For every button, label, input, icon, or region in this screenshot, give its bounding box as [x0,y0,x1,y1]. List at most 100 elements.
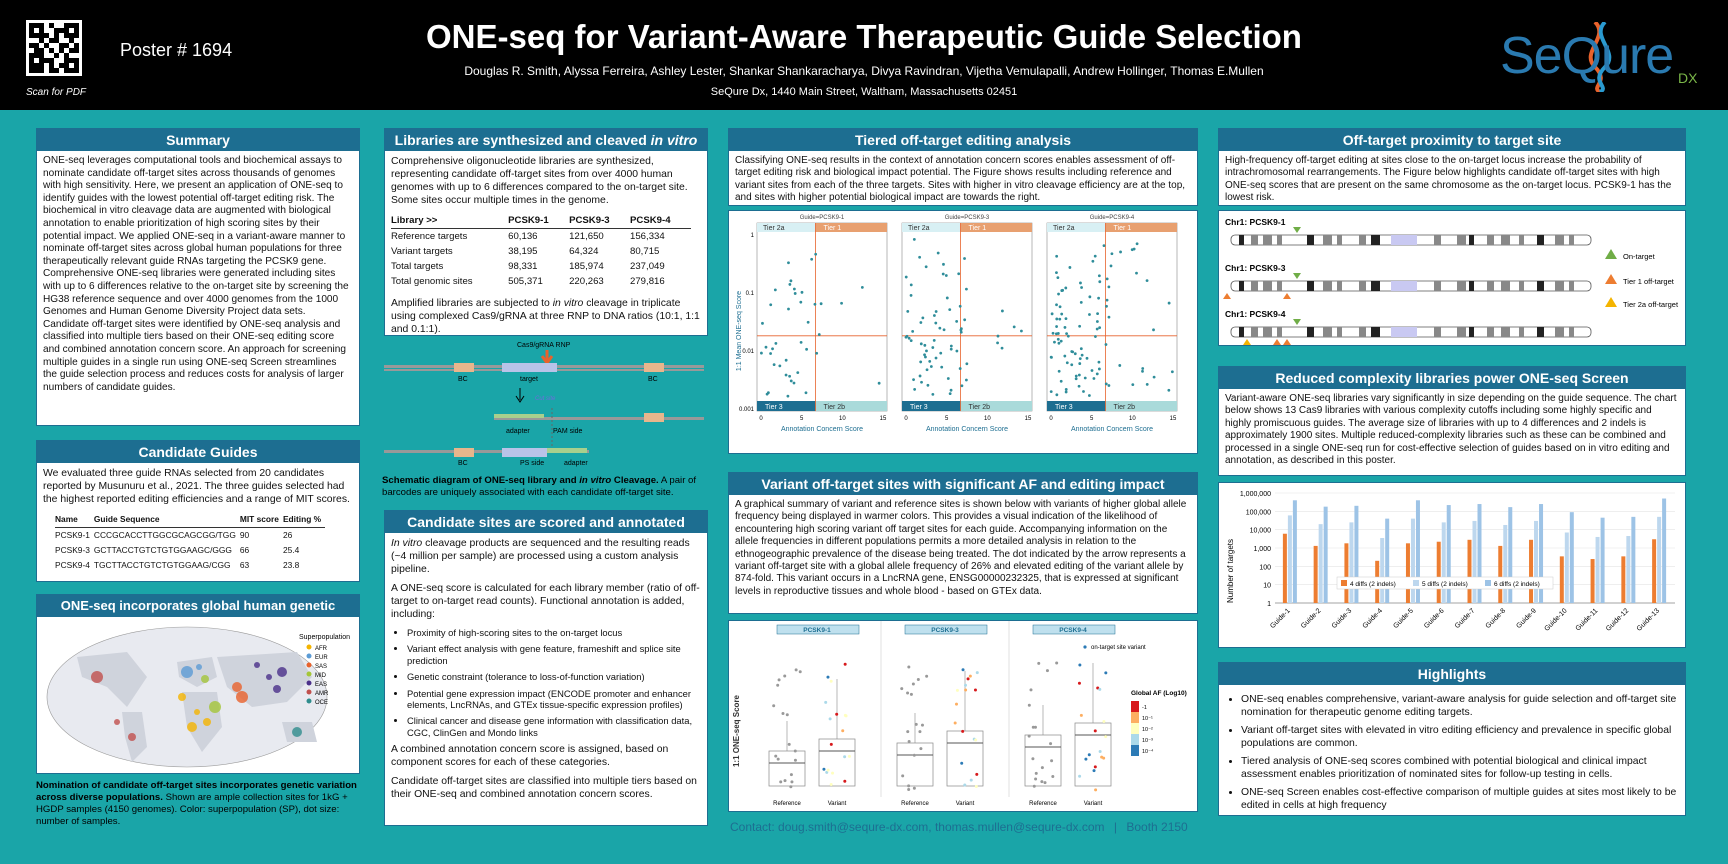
tier-label: Tier 2a [763,225,785,232]
legend-dot [306,644,312,650]
adapter-label: adapter [506,428,530,435]
chromosome-band [1519,235,1524,245]
data-point [1080,286,1083,289]
qr-module [64,68,69,73]
chromosome-band [1457,281,1466,291]
data-point [766,391,770,395]
data-point [1093,729,1097,733]
data-point [1049,355,1053,359]
legend-label: EUR [315,655,328,661]
tier-label: Tier 3 [765,404,783,411]
data-point [1057,369,1061,373]
data-point [798,670,802,674]
tier3-band [902,401,961,411]
data-point [1057,292,1060,296]
data-point [769,352,772,355]
target-label: target [520,376,538,383]
scored-panel: Candidate sites are scored and annotated… [384,510,708,826]
legend-dot [306,671,312,677]
table-cell: PCSK9-4 [55,560,90,570]
data-point [1064,388,1068,391]
data-point [1088,295,1092,299]
legend-label: EAS [315,682,327,688]
data-point [814,252,818,256]
data-point [959,328,963,332]
data-point [975,772,979,776]
list-item: Potential gene expression impact (ENCODE… [407,688,701,711]
chromosome-band [1239,327,1244,337]
qr-module [74,58,79,63]
data-point [1064,286,1068,290]
libraries-text2-b: in vitro [552,298,584,309]
variant-panel: Variant off-target sites with significan… [728,472,1198,614]
data-point [1119,250,1122,254]
data-point [1074,374,1078,378]
data-point [1079,300,1083,304]
qr-module [29,63,34,68]
bar [1569,512,1574,603]
data-point [958,304,962,308]
libraries-col-header: Library >> [391,213,509,229]
qr-module [39,38,44,43]
scored-p1: In vitro cleavage products are sequenced… [391,537,701,576]
data-point [1057,341,1061,345]
table-row: PCSK9-4 TGCTTACCTGTCTGTGGAAG/CGG 63 23.8 [55,558,325,573]
scored-p3: A combined annotation concern score is a… [391,744,669,769]
bar [1410,518,1415,603]
table-cell: 80,715 [630,246,660,257]
bar [1657,516,1662,603]
tier-label: Tier 2b [824,404,846,411]
data-point [1097,367,1101,371]
data-point [1031,725,1035,729]
qr-module [59,48,64,53]
qr-code[interactable] [26,20,82,76]
qr-module [39,68,44,73]
af-tick-label: 10⁻³ [1142,738,1153,744]
af-color-swatch [1131,723,1139,734]
x-tick-label: 15 [880,416,887,422]
bc-block [644,363,664,372]
chromosome-band [1251,235,1258,245]
data-point [934,356,938,360]
process-arrow [515,388,525,403]
tier2a-band [757,223,816,232]
data-point [948,308,952,312]
data-point [901,774,905,778]
data-point [906,691,910,695]
data-point [1066,334,1070,338]
qr-module [74,48,79,53]
bar [1534,520,1539,603]
data-point [955,688,959,692]
bar [1385,518,1390,603]
qr-module [74,68,79,73]
table-cell: Reference targets [391,231,468,242]
contact-text[interactable]: Contact: doug.smith@sequre-dx.com, thoma… [730,820,1105,834]
data-point [1094,335,1097,338]
table-cell: CCCGCACCTTGGCGCAGCGG/TGG [93,530,236,540]
scored-p1-a: In vitro [391,538,423,549]
data-point [804,391,808,395]
chromosome-band [1555,327,1564,337]
tier-label: Tier 1 [969,225,987,232]
data-point [1167,301,1171,305]
data-point [773,288,777,292]
data-point [805,347,808,351]
data-point [835,712,839,716]
diversity-caption-bold: Nomination of candidate off-target sites… [36,780,357,803]
list-item: Variant effect analysis with gene featur… [407,643,701,666]
data-point [828,717,832,721]
box [818,738,856,787]
data-point [959,330,963,334]
logo-text: SeQure [1500,27,1674,85]
libraries-text2-c: cleavage in triplicate using complexed C… [391,298,700,335]
data-point [1092,377,1096,380]
sample-site-dot [273,685,281,693]
table-cell: 220,263 [569,276,604,287]
data-point [790,780,794,784]
bar-ylabel: Number of targets [1226,539,1235,603]
data-point [1098,749,1102,753]
chromosome-band [1501,327,1510,337]
x-tick-label: Guide-10 [1543,607,1568,632]
chromosome-band [1359,281,1366,291]
chromosome-band [1263,281,1272,291]
